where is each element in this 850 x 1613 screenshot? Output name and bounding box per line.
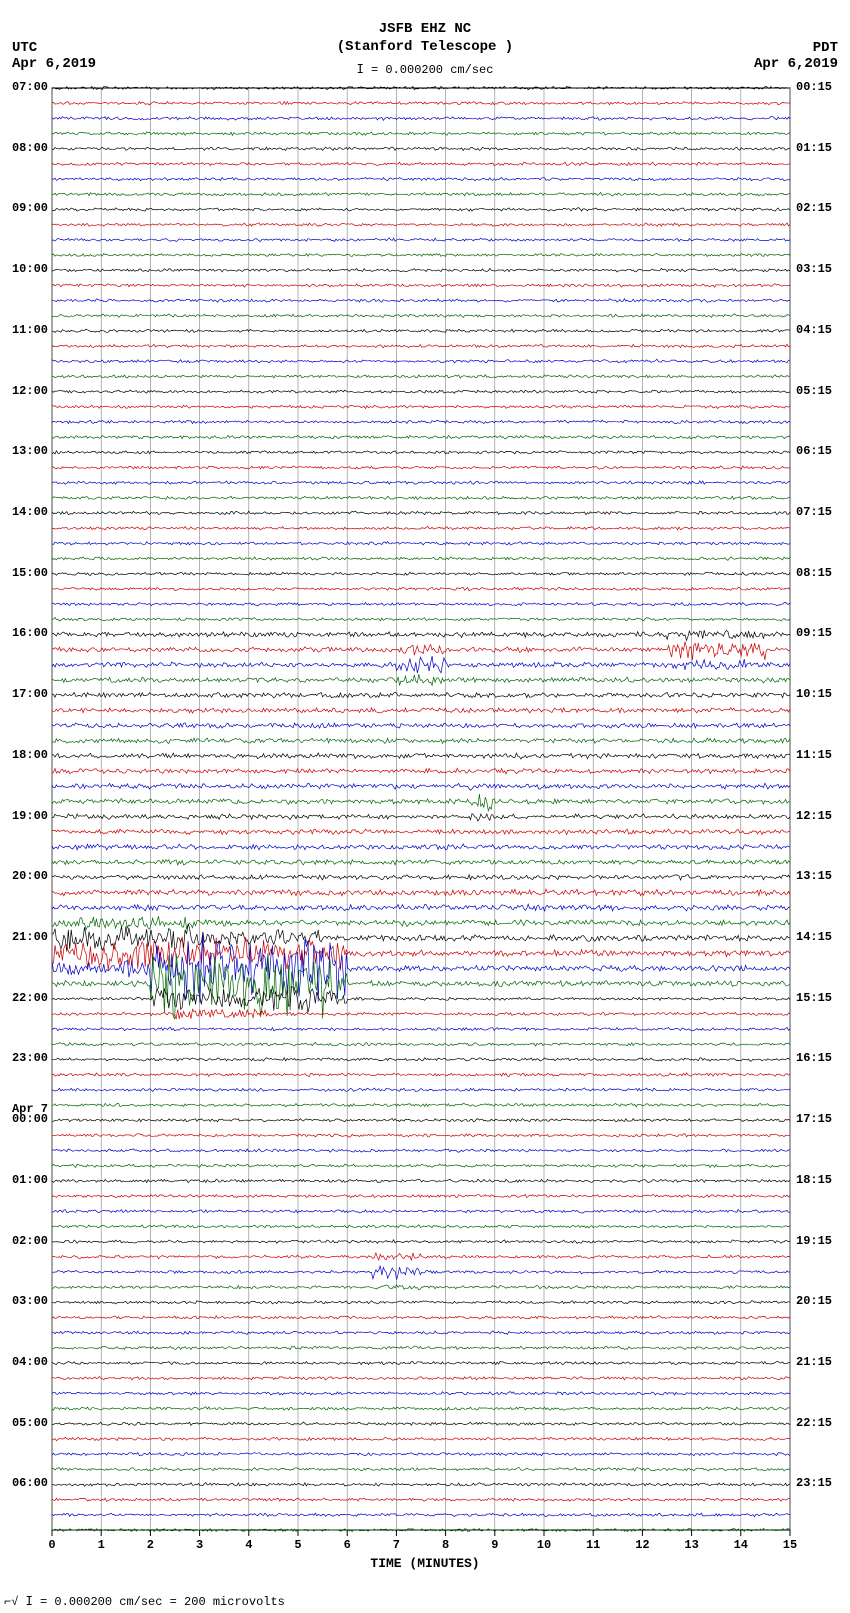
- right-time-label: 21:15: [796, 1355, 832, 1369]
- right-time-label: 12:15: [796, 809, 832, 823]
- left-time-label: 11:00: [4, 323, 48, 337]
- left-time-label: 13:00: [4, 444, 48, 458]
- right-time-label: 14:15: [796, 930, 832, 944]
- right-time-label: 19:15: [796, 1234, 832, 1248]
- left-time-label: 03:00: [4, 1294, 48, 1308]
- left-time-label: 08:00: [4, 141, 48, 155]
- x-tick: 12: [635, 1538, 649, 1552]
- left-time-label: 15:00: [4, 566, 48, 580]
- left-time-label: 12:00: [4, 384, 48, 398]
- right-time-label: 03:15: [796, 262, 832, 276]
- left-time-label: 18:00: [4, 748, 48, 762]
- header: JSFB EHZ NC (Stanford Telescope ): [0, 20, 850, 56]
- right-time-label: 05:15: [796, 384, 832, 398]
- tz-right-code: PDT: [754, 40, 838, 56]
- tz-right-date: Apr 6,2019: [754, 56, 838, 72]
- right-time-label: 06:15: [796, 444, 832, 458]
- left-time-label: 19:00: [4, 809, 48, 823]
- footer-scale: ⌐√ 𝙸 = 0.000200 cm/sec = 200 microvolts: [0, 1594, 285, 1609]
- x-axis-label: TIME (MINUTES): [0, 1556, 850, 1571]
- left-time-label: 00:00: [4, 1112, 48, 1126]
- left-time-label: 02:00: [4, 1234, 48, 1248]
- left-time-label: 21:00: [4, 930, 48, 944]
- x-tick: 8: [442, 1538, 449, 1552]
- x-tick: 13: [684, 1538, 698, 1552]
- tz-left-date: Apr 6,2019: [12, 56, 96, 72]
- x-tick: 2: [147, 1538, 154, 1552]
- right-time-label: 10:15: [796, 687, 832, 701]
- x-tick: 9: [491, 1538, 498, 1552]
- left-time-label: 04:00: [4, 1355, 48, 1369]
- tz-left-code: UTC: [12, 40, 96, 56]
- right-time-label: 01:15: [796, 141, 832, 155]
- right-time-label: 07:15: [796, 505, 832, 519]
- left-time-label: 16:00: [4, 626, 48, 640]
- x-tick: 3: [196, 1538, 203, 1552]
- right-time-label: 00:15: [796, 80, 832, 94]
- left-time-label: 06:00: [4, 1476, 48, 1490]
- left-time-label: 05:00: [4, 1416, 48, 1430]
- x-tick: 0: [48, 1538, 55, 1552]
- right-time-label: 20:15: [796, 1294, 832, 1308]
- x-tick: 5: [294, 1538, 301, 1552]
- x-tick: 11: [586, 1538, 600, 1552]
- tz-left: UTC Apr 6,2019: [12, 40, 96, 72]
- right-time-label: 09:15: [796, 626, 832, 640]
- right-time-label: 18:15: [796, 1173, 832, 1187]
- left-time-label: 14:00: [4, 505, 48, 519]
- scale-reference: 𝙸 = 0.000200 cm/sec: [0, 62, 850, 77]
- right-time-label: 04:15: [796, 323, 832, 337]
- left-time-label: 07:00: [4, 80, 48, 94]
- right-time-label: 13:15: [796, 869, 832, 883]
- left-time-label: 20:00: [4, 869, 48, 883]
- x-tick: 14: [734, 1538, 748, 1552]
- tz-right: PDT Apr 6,2019: [754, 40, 838, 72]
- seismogram-plot: [0, 80, 850, 1560]
- x-tick: 6: [344, 1538, 351, 1552]
- right-time-label: 22:15: [796, 1416, 832, 1430]
- left-time-label: 23:00: [4, 1051, 48, 1065]
- left-time-label: 10:00: [4, 262, 48, 276]
- right-time-label: 02:15: [796, 201, 832, 215]
- station-name: (Stanford Telescope ): [0, 38, 850, 56]
- x-tick: 1: [98, 1538, 105, 1552]
- right-time-label: 17:15: [796, 1112, 832, 1126]
- right-time-label: 23:15: [796, 1476, 832, 1490]
- x-tick: 4: [245, 1538, 252, 1552]
- left-time-label: 22:00: [4, 991, 48, 1005]
- right-time-label: 08:15: [796, 566, 832, 580]
- x-tick: 7: [393, 1538, 400, 1552]
- x-tick: 15: [783, 1538, 797, 1552]
- right-time-label: 15:15: [796, 991, 832, 1005]
- right-time-label: 16:15: [796, 1051, 832, 1065]
- seismogram-page: JSFB EHZ NC (Stanford Telescope ) 𝙸 = 0.…: [0, 0, 850, 1613]
- left-time-label: 01:00: [4, 1173, 48, 1187]
- left-time-label: 17:00: [4, 687, 48, 701]
- x-tick: 10: [537, 1538, 551, 1552]
- right-time-label: 11:15: [796, 748, 832, 762]
- left-time-label: 09:00: [4, 201, 48, 215]
- station-id: JSFB EHZ NC: [0, 20, 850, 38]
